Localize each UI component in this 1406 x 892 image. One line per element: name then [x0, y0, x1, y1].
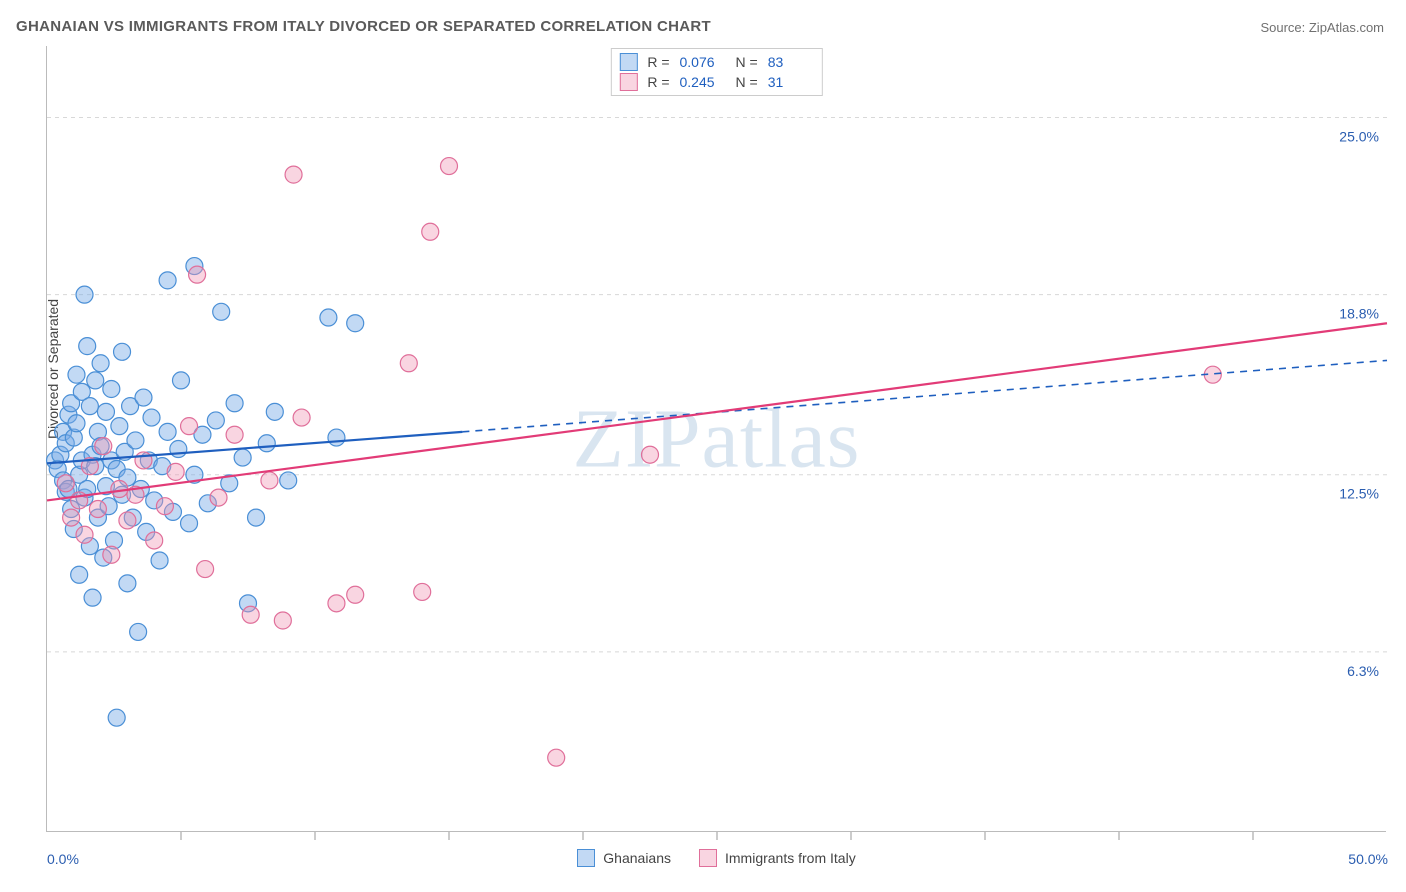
legend-r-value: 0.076: [680, 54, 726, 70]
legend-r-value: 0.245: [680, 74, 726, 90]
plot-area: Divorced or Separated ZIPatlas 6.3%12.5%…: [46, 46, 1386, 832]
legend-n-value: 31: [768, 74, 814, 90]
legend-swatch: [619, 53, 637, 71]
stats-legend-row: R = 0.245 N = 31: [619, 73, 813, 91]
stats-legend: R = 0.076 N = 83 R = 0.245 N = 31: [610, 48, 822, 96]
series-name: Ghanaians: [603, 850, 671, 866]
series-legend: Ghanaians Immigrants from Italy: [47, 849, 1386, 867]
series-legend-item: Ghanaians: [577, 849, 671, 867]
svg-text:25.0%: 25.0%: [1339, 128, 1379, 144]
series-name: Immigrants from Italy: [725, 850, 856, 866]
chart-title: GHANAIAN VS IMMIGRANTS FROM ITALY DIVORC…: [16, 18, 711, 35]
series-legend-item: Immigrants from Italy: [699, 849, 856, 867]
legend-n-value: 83: [768, 54, 814, 70]
legend-swatch: [619, 73, 637, 91]
stats-legend-row: R = 0.076 N = 83: [619, 53, 813, 71]
legend-n-label: N =: [736, 54, 758, 70]
source-attribution: Source: ZipAtlas.com: [1260, 20, 1384, 35]
svg-text:6.3%: 6.3%: [1347, 663, 1379, 679]
chart-svg: 6.3% 12.5% 18.8% 25.0%: [47, 46, 1386, 831]
svg-text:18.8%: 18.8%: [1339, 306, 1379, 322]
legend-swatch: [699, 849, 717, 867]
legend-r-label: R =: [647, 74, 669, 90]
svg-text:12.5%: 12.5%: [1339, 486, 1379, 502]
legend-r-label: R =: [647, 54, 669, 70]
legend-swatch: [577, 849, 595, 867]
legend-n-label: N =: [736, 74, 758, 90]
chart-container: GHANAIAN VS IMMIGRANTS FROM ITALY DIVORC…: [0, 0, 1406, 892]
